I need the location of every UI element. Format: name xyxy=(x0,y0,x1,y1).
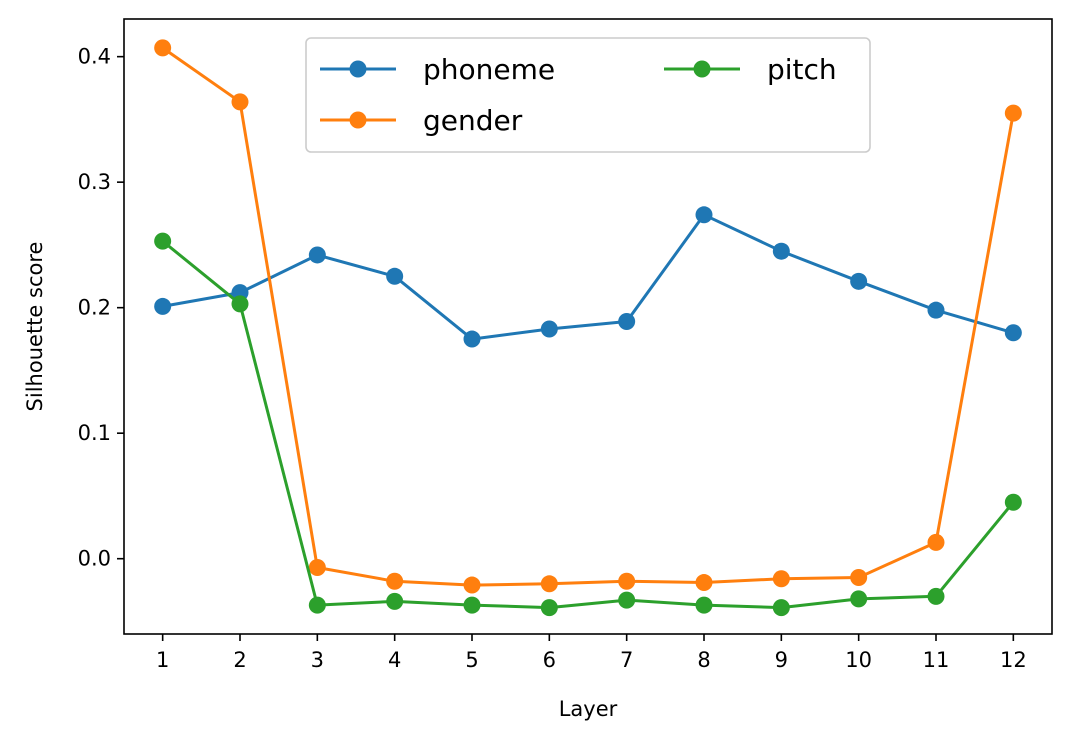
x-axis-label: Layer xyxy=(559,697,618,721)
series-line-pitch xyxy=(161,240,1015,610)
legend: phoneme gender pitch xyxy=(305,37,871,153)
x-tick-label: 4 xyxy=(388,648,401,672)
legend-swatch-marker xyxy=(349,111,367,129)
x-tick-label: 10 xyxy=(845,648,872,672)
data-point-pitch-layer-10 xyxy=(850,590,868,608)
x-tick-label: 12 xyxy=(1000,648,1027,672)
data-point-gender-layer-6 xyxy=(540,575,558,593)
data-point-pitch-layer-9 xyxy=(772,599,790,617)
data-point-gender-layer-2 xyxy=(231,93,249,111)
data-point-pitch-layer-11 xyxy=(927,587,945,605)
plot-frame xyxy=(123,18,1053,635)
legend-swatch-marker xyxy=(693,60,711,78)
data-point-gender-layer-10 xyxy=(850,569,868,587)
data-point-gender-layer-4 xyxy=(386,572,404,590)
legend-entry-phoneme: phoneme xyxy=(320,53,555,86)
y-tick-label: 0.3 xyxy=(78,170,111,194)
data-point-phoneme-layer-9 xyxy=(772,242,790,260)
series-pitch xyxy=(154,232,1022,617)
x-tick-label: 7 xyxy=(620,648,633,672)
x-tick-label: 6 xyxy=(543,648,556,672)
x-tick-label: 9 xyxy=(775,648,788,672)
legend-label-gender: gender xyxy=(423,104,523,137)
series-gender xyxy=(154,39,1022,594)
data-point-gender-layer-9 xyxy=(772,570,790,588)
data-point-phoneme-layer-3 xyxy=(308,246,326,264)
series-line-gender xyxy=(161,46,1015,587)
x-tick-label: 5 xyxy=(465,648,478,672)
data-point-phoneme-layer-10 xyxy=(850,272,868,290)
x-tick-label: 8 xyxy=(697,648,710,672)
data-point-gender-layer-7 xyxy=(618,572,636,590)
legend-entry-gender: gender xyxy=(320,104,523,137)
data-point-phoneme-layer-8 xyxy=(695,206,713,224)
data-point-gender-layer-12 xyxy=(1004,104,1022,122)
data-point-phoneme-layer-7 xyxy=(618,312,636,330)
y-tick-label: 0.1 xyxy=(78,421,111,445)
data-point-gender-layer-11 xyxy=(927,533,945,551)
data-point-phoneme-layer-6 xyxy=(540,320,558,338)
x-tick-label: 1 xyxy=(156,648,169,672)
legend-label-pitch: pitch xyxy=(767,53,837,86)
y-tick-label: 0.4 xyxy=(78,45,111,69)
legend-box xyxy=(305,37,871,153)
y-tick-label: 0.0 xyxy=(78,547,111,571)
legend-entry-pitch: pitch xyxy=(664,53,837,86)
y-axis: 0.0 0.1 0.2 0.3 0.4 xyxy=(78,45,124,571)
series-phoneme xyxy=(154,206,1022,348)
data-point-gender-layer-8 xyxy=(695,574,713,592)
data-point-phoneme-layer-4 xyxy=(386,267,404,285)
y-axis-label: Silhouette score xyxy=(23,242,47,412)
data-point-pitch-layer-5 xyxy=(463,596,481,614)
data-point-pitch-layer-12 xyxy=(1004,493,1022,511)
data-point-phoneme-layer-11 xyxy=(927,301,945,319)
data-point-pitch-layer-2 xyxy=(231,295,249,313)
data-point-pitch-layer-3 xyxy=(308,596,326,614)
legend-label-phoneme: phoneme xyxy=(423,53,555,86)
x-tick-label: 2 xyxy=(233,648,246,672)
series-layer xyxy=(154,39,1022,617)
data-point-gender-layer-3 xyxy=(308,558,326,576)
series-line-phoneme xyxy=(162,213,1014,341)
y-tick-label: 0.2 xyxy=(78,296,111,320)
x-axis: 1 2 3 4 5 6 7 8 9 10 11 12 xyxy=(156,634,1027,672)
data-point-pitch-layer-4 xyxy=(386,592,404,610)
x-tick-label: 3 xyxy=(311,648,324,672)
data-point-pitch-layer-1 xyxy=(154,232,172,250)
data-point-phoneme-layer-1 xyxy=(154,297,172,315)
data-point-gender-layer-5 xyxy=(463,576,481,594)
x-tick-label: 11 xyxy=(923,648,950,672)
data-point-pitch-layer-6 xyxy=(540,599,558,617)
data-point-pitch-layer-7 xyxy=(618,591,636,609)
data-point-phoneme-layer-5 xyxy=(463,330,481,348)
data-point-pitch-layer-8 xyxy=(695,596,713,614)
legend-swatch-marker xyxy=(349,60,367,78)
data-point-phoneme-layer-12 xyxy=(1004,324,1022,342)
data-point-gender-layer-1 xyxy=(154,39,172,57)
